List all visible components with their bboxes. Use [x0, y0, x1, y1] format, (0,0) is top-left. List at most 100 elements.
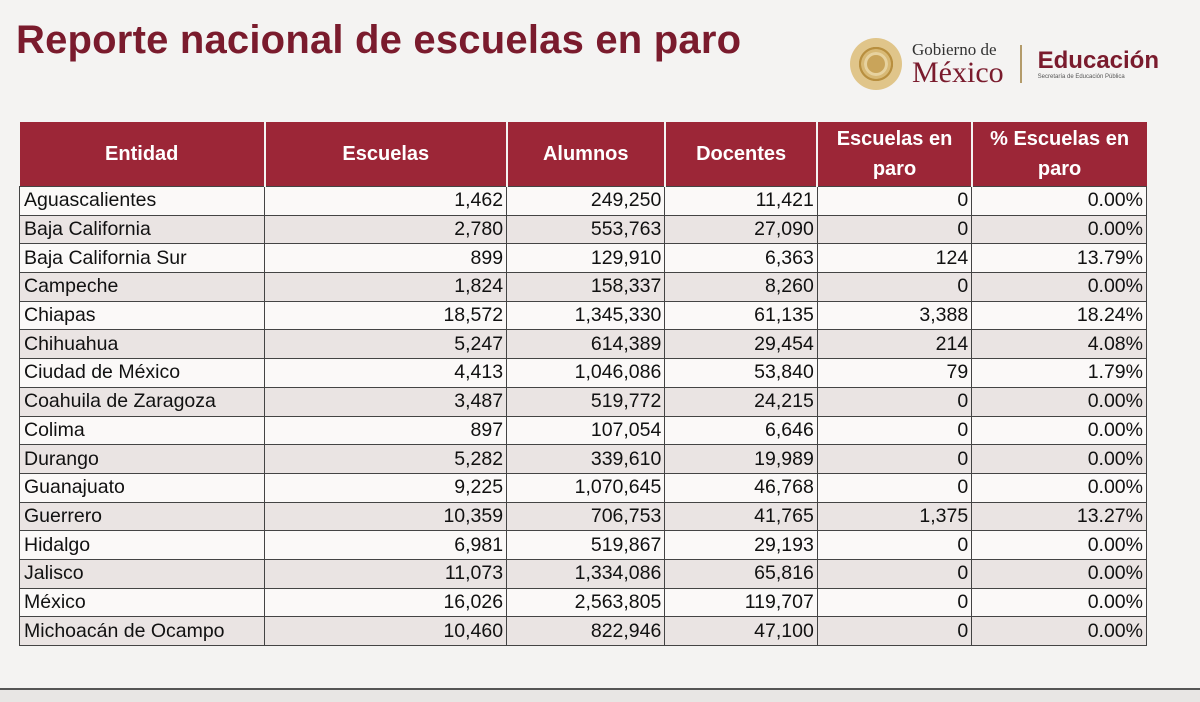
- cell-escuelas-en-paro: 0: [816, 616, 973, 646]
- cell-alumnos: 1,046,086: [506, 358, 666, 388]
- cell-escuelas-en-paro: 79: [816, 358, 973, 388]
- cell-alumnos: 706,753: [506, 501, 666, 532]
- table-row: Aguascalientes 1,462 249,250 11,421 0 0.00%: [18, 186, 1147, 216]
- cell-escuelas-en-paro: 0: [816, 214, 973, 245]
- cell-alumnos: 519,867: [506, 530, 666, 560]
- cell-entidad: Baja California Sur: [18, 243, 266, 274]
- cell-escuelas: 10,359: [264, 501, 508, 532]
- table-header-row: Entidad Escuelas Alumnos Docentes Escuel…: [19, 122, 1147, 187]
- table-row: Baja California 2,780 553,763 27,090 0 0.00%: [18, 214, 1147, 245]
- cell-porcentaje-paro: 0.00%: [971, 587, 1147, 618]
- cell-escuelas: 899: [264, 243, 508, 274]
- cell-escuelas-en-paro: 1,375: [816, 501, 973, 532]
- page-title: Reporte nacional de escuelas en paro: [16, 18, 742, 62]
- table-body: Aguascalientes 1,462 249,250 11,421 0 0.00% Ba…: [18, 186, 1147, 646]
- table-row: Michoacán de Ocampo 10,460 822,946 47,100 0 0…: [18, 616, 1147, 646]
- cell-porcentaje-paro: 0.00%: [971, 472, 1147, 503]
- cell-docentes: 6,646: [664, 415, 818, 446]
- cell-escuelas-en-paro: 214: [816, 329, 973, 360]
- cell-alumnos: 1,334,086: [506, 558, 666, 589]
- cell-entidad: Durango: [18, 444, 266, 474]
- cell-docentes: 41,765: [664, 501, 818, 532]
- table-row: Guanajuato 9,225 1,070,645 46,768 0 0.00%: [18, 472, 1147, 503]
- cell-escuelas-en-paro: 0: [816, 587, 973, 618]
- cell-alumnos: 614,389: [506, 329, 666, 360]
- cell-porcentaje-paro: 1.79%: [971, 358, 1147, 388]
- cell-alumnos: 107,054: [506, 415, 666, 446]
- gobierno-wordmark: Gobierno de México: [912, 41, 1004, 88]
- cell-escuelas-en-paro: 0: [816, 558, 973, 589]
- cell-docentes: 27,090: [664, 214, 818, 245]
- cell-porcentaje-paro: 0.00%: [971, 214, 1147, 245]
- cell-alumnos: 129,910: [506, 243, 666, 274]
- cell-escuelas: 10,460: [264, 616, 508, 646]
- cell-escuelas: 5,282: [264, 444, 508, 474]
- cell-docentes: 29,454: [664, 329, 818, 360]
- header-alumnos: Alumnos: [506, 122, 666, 187]
- table-row: México 16,026 2,563,805 119,707 0 0.00%: [18, 587, 1147, 618]
- cell-entidad: Chihuahua: [18, 329, 266, 360]
- cell-entidad: México: [18, 587, 266, 618]
- cell-escuelas: 6,981: [264, 530, 508, 560]
- cell-entidad: Coahuila de Zaragoza: [18, 386, 266, 417]
- cell-escuelas: 3,487: [264, 386, 508, 417]
- cell-entidad: Colima: [18, 415, 266, 446]
- cell-docentes: 11,421: [664, 186, 818, 216]
- cell-docentes: 29,193: [664, 530, 818, 560]
- cell-porcentaje-paro: 0.00%: [971, 386, 1147, 417]
- cell-entidad: Campeche: [18, 272, 266, 302]
- educacion-wordmark: Educación Secretaría de Educación Públic…: [1037, 46, 1159, 80]
- gobierno-line2: México: [912, 55, 1004, 89]
- cell-escuelas-en-paro: 0: [816, 386, 973, 417]
- cell-docentes: 24,215: [664, 386, 818, 417]
- table-row: Colima 897 107,054 6,646 0 0.00%: [18, 415, 1147, 446]
- cell-docentes: 19,989: [664, 444, 818, 474]
- cell-entidad: Guerrero: [18, 501, 266, 532]
- cell-alumnos: 553,763: [506, 214, 666, 245]
- cell-escuelas: 16,026: [264, 587, 508, 618]
- cell-docentes: 53,840: [664, 358, 818, 388]
- table-row: Chiapas 18,572 1,345,330 61,135 3,388 18.24%: [18, 300, 1147, 331]
- cell-porcentaje-paro: 0.00%: [971, 530, 1147, 560]
- cell-alumnos: 249,250: [506, 186, 666, 216]
- table-row: Campeche 1,824 158,337 8,260 0 0.00%: [18, 272, 1147, 302]
- cell-escuelas-en-paro: 0: [816, 415, 973, 446]
- cell-escuelas-en-paro: 3,388: [816, 300, 973, 331]
- table-row: Hidalgo 6,981 519,867 29,193 0 0.00%: [18, 530, 1147, 560]
- cell-entidad: Jalisco: [18, 558, 266, 589]
- cell-docentes: 47,100: [664, 616, 818, 646]
- cell-escuelas: 2,780: [264, 214, 508, 245]
- header-entidad: Entidad: [19, 122, 266, 187]
- cell-escuelas-en-paro: 124: [816, 243, 973, 274]
- gobierno-line1: Gobierno de: [912, 39, 997, 59]
- schools-strike-table: Entidad Escuelas Alumnos Docentes Escuel…: [18, 122, 1147, 646]
- cell-escuelas: 1,462: [264, 186, 508, 216]
- cell-entidad: Baja California: [18, 214, 266, 245]
- header-escuelas-en-paro: Escuelas en paro: [817, 122, 973, 187]
- cell-porcentaje-paro: 13.27%: [971, 501, 1147, 532]
- cell-porcentaje-paro: 4.08%: [971, 329, 1147, 360]
- cell-docentes: 119,707: [664, 587, 818, 618]
- cell-alumnos: 1,345,330: [506, 300, 666, 331]
- educacion-label: Educación: [1037, 46, 1159, 74]
- cell-escuelas-en-paro: 0: [816, 444, 973, 474]
- cell-docentes: 6,363: [664, 243, 818, 274]
- cell-escuelas: 11,073: [264, 558, 508, 589]
- cell-entidad: Hidalgo: [18, 530, 266, 560]
- bottom-edge: [0, 688, 1200, 702]
- cell-escuelas-en-paro: 0: [816, 530, 973, 560]
- cell-escuelas: 4,413: [264, 358, 508, 388]
- cell-porcentaje-paro: 13.79%: [971, 243, 1147, 274]
- cell-entidad: Michoacán de Ocampo: [18, 616, 266, 646]
- cell-alumnos: 519,772: [506, 386, 666, 417]
- cell-alumnos: 1,070,645: [506, 472, 666, 503]
- table-row: Ciudad de México 4,413 1,046,086 53,840 79 1.…: [18, 358, 1147, 388]
- cell-escuelas-en-paro: 0: [816, 186, 973, 216]
- cell-escuelas: 5,247: [264, 329, 508, 360]
- cell-escuelas: 897: [264, 415, 508, 446]
- cell-porcentaje-paro: 0.00%: [971, 444, 1147, 474]
- cell-escuelas: 1,824: [264, 272, 508, 302]
- cell-alumnos: 158,337: [506, 272, 666, 302]
- cell-escuelas-en-paro: 0: [816, 472, 973, 503]
- cell-escuelas: 9,225: [264, 472, 508, 503]
